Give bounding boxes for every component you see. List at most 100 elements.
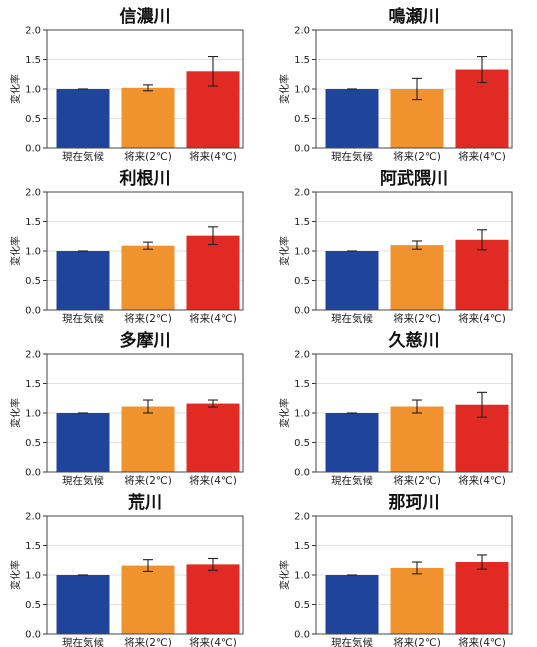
y-tick-label: 1.5: [25, 55, 41, 66]
bar: [186, 403, 240, 472]
x-tick-label: 将来(4℃): [458, 475, 506, 485]
chart-title: 阿武隈川: [380, 168, 448, 189]
y-tick-label: 0.0: [25, 468, 41, 479]
x-tick-label: 将来(4℃): [458, 151, 506, 161]
y-tick-label: 2.0: [25, 512, 41, 523]
x-tick-label: 将来(2℃): [124, 313, 172, 323]
chart-panel: 荒川 0.0 0.5 1.0 1.5 2.0 変化率 現在気候 将来(2℃) 将来(4℃): [0, 486, 268, 647]
x-tick-label: 将来(4℃): [189, 475, 237, 485]
x-tick-label: 将来(4℃): [189, 151, 237, 161]
bar: [121, 87, 175, 148]
y-tick-label: 0.0: [25, 306, 41, 317]
y-tick-label: 1.0: [294, 409, 310, 420]
chart-panel: 阿武隈川 0.0 0.5 1.0 1.5 2.0 変化率 現在気候 将来(2℃) 将来(4℃): [269, 162, 537, 323]
x-tick-label: 将来(2℃): [393, 637, 441, 647]
chart-panel: 那珂川 0.0 0.5 1.0 1.5 2.0 変化率 現在気候 将来(2℃) 将来(4℃): [269, 486, 537, 647]
chart-title: 利根川: [120, 168, 171, 189]
plot-frame: [315, 353, 513, 473]
y-tick-label: 0.0: [25, 630, 41, 641]
bar: [455, 562, 509, 634]
bar: [325, 575, 379, 634]
bar: [121, 245, 175, 310]
y-tick-label: 0.5: [294, 600, 310, 611]
y-axis-label: 変化率: [278, 236, 291, 266]
chart-panel: 鳴瀬川 0.0 0.5 1.0 1.5 2.0 変化率現在気候 将来(2℃) 将来(4℃): [269, 0, 537, 161]
plot-frame: [46, 191, 244, 311]
y-tick-label: 0.0: [25, 144, 41, 155]
y-tick-label: 1.0: [294, 85, 310, 96]
plot-frame: [46, 353, 244, 473]
y-axis-label: 変化率: [278, 74, 291, 104]
y-tick-label: 2.0: [25, 26, 41, 37]
chart-title: 荒川: [127, 492, 162, 513]
bar: [325, 251, 379, 310]
y-axis-label: 変化率: [9, 74, 22, 104]
chart-title: 那珂川: [389, 493, 440, 513]
chart-title: 鳴瀬川: [389, 6, 440, 27]
y-tick-label: 0.5: [294, 276, 310, 287]
x-tick-label: 将来(2℃): [393, 475, 441, 485]
bar: [56, 89, 110, 148]
y-tick-label: 2.0: [294, 512, 310, 523]
y-tick-label: 1.5: [25, 217, 41, 228]
y-tick-label: 0.5: [294, 438, 310, 449]
y-tick-label: 1.5: [294, 55, 310, 66]
plot-frame: [315, 191, 513, 311]
bar: [390, 567, 444, 634]
x-tick-label: 将来(2℃): [124, 475, 172, 485]
y-tick-label: 1.0: [25, 247, 41, 258]
chart-panel: 多摩川 0.0 0.5 1.0 1.5 2.0 変化率 現在気候 将来(2℃) 将来(4℃): [0, 324, 268, 485]
bar: [186, 235, 240, 310]
bar: [325, 413, 379, 472]
x-tick-label: 将来(4℃): [189, 637, 237, 647]
x-tick-label: 現在気候: [331, 636, 373, 647]
plot-frame: [315, 29, 513, 149]
bar: [186, 564, 240, 634]
x-tick-label: 将来(4℃): [458, 313, 506, 323]
chart-title: 信濃川: [120, 6, 171, 27]
bar: [56, 251, 110, 310]
bar: [325, 89, 379, 148]
chart-title: 多摩川: [120, 330, 171, 351]
y-tick-label: 1.0: [294, 571, 310, 582]
y-tick-label: 1.0: [25, 571, 41, 582]
y-axis-label: 変化率: [278, 560, 291, 590]
x-tick-label: 将来(2℃): [393, 313, 441, 323]
plot-frame: [315, 515, 513, 635]
y-tick-label: 2.0: [25, 350, 41, 361]
x-tick-label: 現在気候: [62, 150, 104, 161]
chart-panel: 久慈川 0.0 0.5 1.0 1.5 2.0 変化率 現在気候 将来(2℃) 将来(4℃): [269, 324, 537, 485]
y-tick-label: 1.5: [25, 541, 41, 552]
y-tick-label: 1.0: [294, 247, 310, 258]
y-tick-label: 2.0: [294, 26, 310, 37]
plot-frame: [46, 29, 244, 149]
bar: [121, 565, 175, 634]
x-tick-label: 現在気候: [331, 150, 373, 161]
y-tick-label: 2.0: [294, 350, 310, 361]
x-tick-label: 現在気候: [62, 636, 104, 647]
y-tick-label: 0.0: [294, 630, 310, 641]
y-tick-label: 1.5: [294, 541, 310, 552]
y-axis-label: 変化率: [9, 236, 22, 266]
y-tick-label: 0.5: [25, 438, 41, 449]
x-tick-label: 将来(2℃): [393, 151, 441, 161]
y-tick-label: 0.0: [294, 144, 310, 155]
bar: [56, 413, 110, 472]
bar: [455, 239, 509, 310]
x-tick-label: 現在気候: [331, 474, 373, 485]
y-tick-label: 0.5: [25, 114, 41, 125]
x-tick-label: 現在気候: [62, 474, 104, 485]
y-tick-label: 0.5: [294, 114, 310, 125]
y-tick-label: 0.5: [25, 600, 41, 611]
y-axis-label: 変化率: [9, 560, 22, 590]
y-tick-label: 0.0: [294, 306, 310, 317]
x-tick-label: 将来(4℃): [189, 313, 237, 323]
y-tick-label: 1.5: [294, 379, 310, 390]
